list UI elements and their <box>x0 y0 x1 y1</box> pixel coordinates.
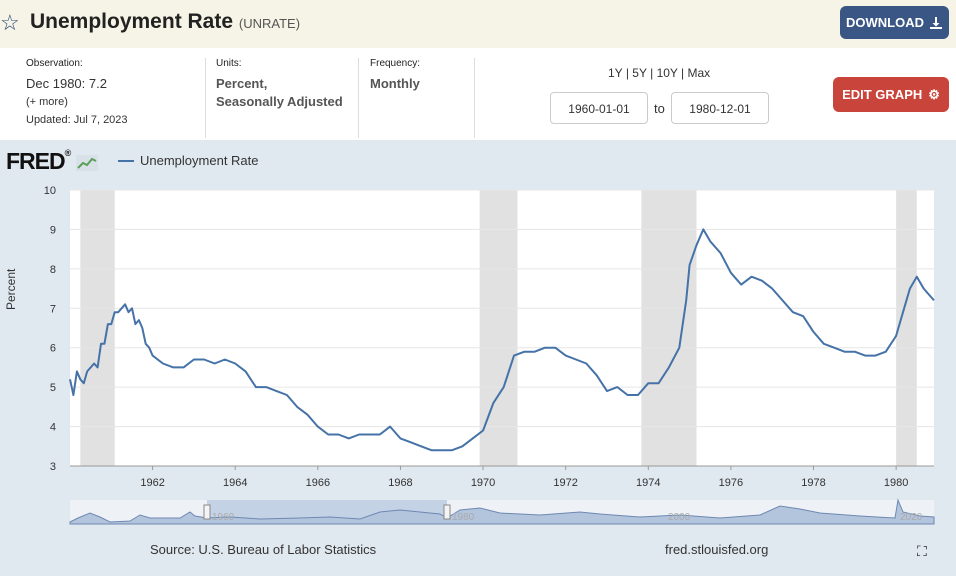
units-line2: Seasonally Adjusted <box>216 94 343 109</box>
series-line <box>69 228 935 452</box>
navigator-handle-left[interactable] <box>203 504 211 520</box>
observation-value: Dec 1980: 7.2 <box>26 76 107 91</box>
recession-band <box>896 190 917 466</box>
series-id: (UNRATE) <box>238 16 301 31</box>
x-tick-label: 1980 <box>884 477 908 489</box>
recession-band <box>80 190 115 466</box>
recession-band <box>641 190 697 466</box>
y-tick-label: 3 <box>50 461 56 473</box>
recession-band <box>479 190 518 466</box>
units-line1: Percent, <box>216 76 268 91</box>
observation-block: Observation: Dec 1980: 7.2 (+ more) Upda… <box>26 58 128 129</box>
navigator-handle-right[interactable] <box>443 504 451 520</box>
y-tick-label: 7 <box>50 303 56 315</box>
range-sep: | <box>681 66 685 80</box>
download-label: DOWNLOAD <box>846 15 924 30</box>
header-bar <box>0 0 956 48</box>
source-text: Source: U.S. Bureau of Labor Statistics <box>150 542 377 557</box>
x-tick-label: 1970 <box>471 477 495 489</box>
divider <box>474 58 475 138</box>
y-tick-label: 10 <box>44 185 56 197</box>
fred-logo-mark: ® <box>64 148 72 158</box>
navigator[interactable]: 1960 1980 2000 2020 <box>69 498 935 525</box>
fred-logo-text: FRED <box>6 148 66 174</box>
site-link[interactable]: fred.stlouisfed.org <box>665 542 769 557</box>
navigator-label: 2000 <box>668 512 691 523</box>
x-tick-label: 1968 <box>388 477 412 489</box>
x-tick-label: 1964 <box>223 477 247 489</box>
download-icon <box>930 16 942 29</box>
updated-line: Updated: Jul 7, 2023 <box>26 111 128 129</box>
x-tick-label: 1966 <box>306 477 330 489</box>
page-title: Unemployment Rate (UNRATE) <box>30 10 300 34</box>
divider <box>358 58 359 138</box>
updated-label: Updated: <box>26 114 71 126</box>
range-sep: | <box>650 66 654 80</box>
y-tick-label: 9 <box>50 224 56 236</box>
x-tick-label: 1972 <box>553 477 577 489</box>
y-tick-label: 4 <box>50 422 56 434</box>
navigator-series <box>69 498 935 525</box>
fred-logo: FRED® <box>6 148 98 175</box>
gear-icon: ⚙ <box>928 86 940 102</box>
more-link[interactable]: (+ more) <box>26 96 68 108</box>
legend-swatch <box>118 159 134 162</box>
meta-panel: Observation: Dec 1980: 7.2 (+ more) Upda… <box>0 48 956 140</box>
fred-chart-icon <box>75 155 98 171</box>
y-tick-label: 8 <box>50 264 56 276</box>
end-date-input[interactable]: 1980-12-01 <box>671 92 769 124</box>
units-label: Units: <box>216 58 242 69</box>
edit-graph-button[interactable]: EDIT GRAPH ⚙ <box>833 77 949 112</box>
range-10y[interactable]: 10Y <box>656 66 678 80</box>
observation-label: Observation: <box>26 58 83 69</box>
frequency-block: Frequency: Monthly <box>370 58 420 93</box>
x-tick-label: 1962 <box>140 477 164 489</box>
units-block: Units: Percent, Seasonally Adjusted <box>216 58 343 111</box>
x-tick-label: 1976 <box>719 477 743 489</box>
range-max[interactable]: Max <box>687 66 711 80</box>
y-tick-label: 6 <box>50 343 56 355</box>
star-icon[interactable]: ☆ <box>0 10 20 35</box>
legend-label: Unemployment Rate <box>140 153 259 168</box>
to-label: to <box>654 101 665 116</box>
navigator-label: 1960 <box>212 512 235 523</box>
range-links: 1Y | 5Y | 10Y | Max <box>608 66 710 80</box>
frequency-value: Monthly <box>370 76 420 91</box>
frequency-label: Frequency: <box>370 58 421 69</box>
divider <box>205 58 206 138</box>
download-button[interactable]: DOWNLOAD <box>840 6 949 39</box>
range-1y[interactable]: 1Y <box>608 66 623 80</box>
range-5y[interactable]: 5Y <box>632 66 647 80</box>
navigator-label: 2020 <box>900 512 923 523</box>
navigator-label: 1980 <box>452 512 475 523</box>
edit-graph-label: EDIT GRAPH <box>842 87 923 102</box>
title-text: Unemployment Rate <box>30 10 234 33</box>
y-tick-label: 5 <box>50 382 56 394</box>
expand-icon[interactable]: ⛶ <box>917 543 927 559</box>
x-tick-label: 1974 <box>636 477 660 489</box>
range-sep: | <box>625 66 629 80</box>
legend: Unemployment Rate <box>118 153 259 168</box>
updated-value: Jul 7, 2023 <box>73 114 128 126</box>
start-date-input[interactable]: 1960-01-01 <box>550 92 648 124</box>
x-tick-label: 1978 <box>801 477 825 489</box>
